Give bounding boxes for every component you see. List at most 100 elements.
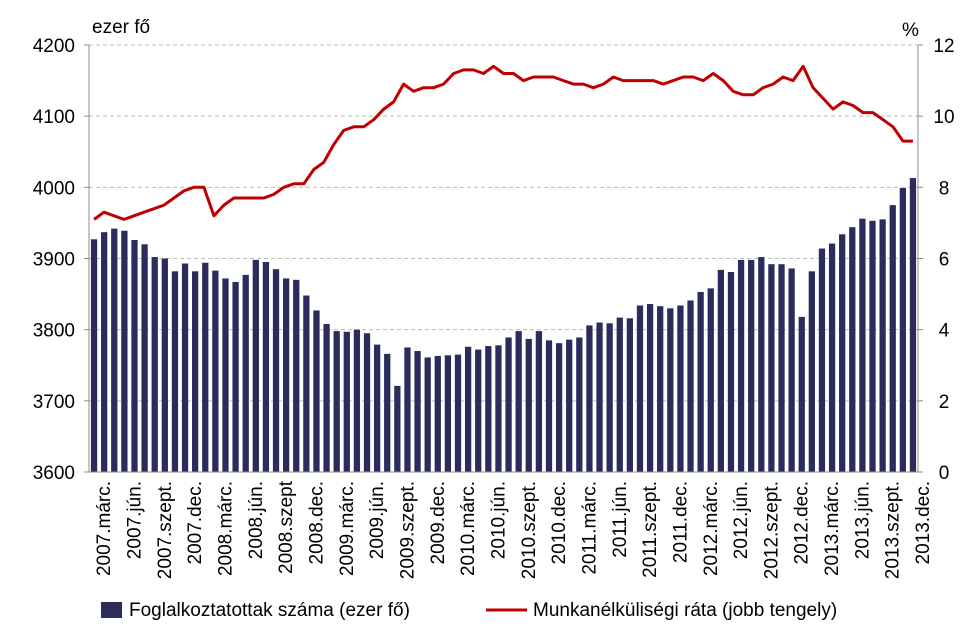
- bar: [495, 345, 502, 472]
- bar: [232, 281, 239, 472]
- x-tick-label: 2009.dec.: [428, 481, 449, 564]
- bar: [131, 239, 138, 472]
- bar: [212, 270, 219, 472]
- bar: [798, 316, 805, 472]
- employment-bars: [90, 178, 917, 473]
- legend: Foglalkoztatottak száma (ezer fő) Munkan…: [101, 600, 837, 621]
- legend-line-label: Munkanélküliségi ráta (jobb tengely): [533, 600, 837, 621]
- bar: [616, 317, 623, 472]
- axes: [84, 44, 923, 473]
- bar: [505, 337, 512, 472]
- bar: [252, 259, 259, 472]
- bar: [384, 353, 391, 472]
- y-left-tick-label: 3600: [33, 463, 75, 484]
- bar: [181, 263, 189, 472]
- bar: [667, 308, 674, 472]
- x-tick-label: 2011.jún.: [610, 481, 631, 558]
- bar: [788, 268, 795, 472]
- bar: [535, 331, 543, 472]
- bar: [768, 264, 775, 472]
- x-tick-label: 2009.jún.: [367, 481, 388, 559]
- bar: [373, 344, 381, 472]
- bar: [778, 264, 785, 472]
- y-left-tick-label: 4100: [33, 107, 75, 128]
- x-tick-label: 2010.jún.: [488, 481, 509, 559]
- bar: [748, 259, 755, 472]
- x-tick-label: 2007.szept.: [155, 481, 176, 579]
- bar: [839, 234, 846, 472]
- bar: [353, 329, 361, 472]
- bar: [242, 274, 249, 472]
- bar: [697, 291, 704, 472]
- bar: [101, 232, 108, 472]
- bar: [677, 305, 684, 472]
- bar: [434, 355, 441, 472]
- bar: [121, 230, 128, 472]
- y-right-tick-label: 10: [933, 107, 954, 128]
- bar: [646, 304, 654, 472]
- x-tick-label: 2011.dec.: [670, 481, 691, 563]
- bar: [414, 351, 421, 472]
- bar: [576, 337, 583, 472]
- bar: [525, 338, 532, 472]
- bar: [545, 340, 553, 472]
- x-tick-label: 2007.dec.: [185, 481, 206, 564]
- y-left-tick-label: 4000: [33, 178, 75, 199]
- bar: [111, 228, 118, 472]
- legend-bar-swatch: [101, 602, 122, 618]
- x-tick-label: 2012.szept.: [761, 481, 782, 579]
- bar: [626, 318, 634, 472]
- x-tick-label: 2012.jún.: [731, 481, 752, 559]
- bar: [222, 278, 229, 472]
- bar: [859, 218, 866, 472]
- bar: [404, 347, 411, 472]
- y-right-tick-label: 4: [939, 321, 950, 342]
- y-right-tick-label: 2: [939, 392, 950, 413]
- bar: [555, 343, 563, 472]
- bar: [566, 339, 573, 472]
- bar: [171, 271, 179, 472]
- bar: [707, 288, 714, 472]
- bar: [596, 322, 603, 472]
- bar: [272, 269, 280, 472]
- bar: [818, 248, 826, 472]
- x-tick-label: 2011.szept.: [640, 481, 661, 578]
- bar: [90, 239, 98, 472]
- bar: [394, 385, 401, 472]
- bar: [343, 331, 350, 472]
- x-tick-label: 2008.szept: [276, 480, 297, 574]
- x-tick-label: 2008.jún.: [246, 481, 267, 559]
- right-axis-unit: %: [902, 20, 919, 41]
- bar: [283, 278, 290, 472]
- bar: [737, 259, 745, 472]
- y-left-tick-label: 3900: [33, 250, 75, 271]
- bar: [303, 295, 310, 472]
- bar: [909, 178, 917, 472]
- x-tick-label: 2007.jún.: [125, 481, 146, 559]
- bar: [586, 325, 593, 472]
- y-left-tick-label: 3800: [33, 321, 75, 342]
- bar: [333, 331, 340, 472]
- x-tick-label: 2013.szept.: [883, 481, 904, 579]
- bar: [151, 257, 158, 472]
- bar: [808, 271, 815, 472]
- bar: [606, 323, 613, 472]
- bar: [889, 205, 896, 472]
- bar: [515, 331, 522, 472]
- x-tick-label: 2009.márc.: [337, 481, 358, 576]
- bar: [313, 310, 320, 472]
- bar: [363, 333, 371, 472]
- x-tick-label: 2008.dec.: [307, 481, 328, 564]
- bar: [828, 243, 836, 472]
- bar: [899, 188, 906, 473]
- bar: [758, 257, 765, 472]
- bar: [485, 346, 492, 472]
- bar: [141, 244, 148, 472]
- x-tick-label: 2013.jún.: [852, 481, 873, 559]
- bar: [293, 279, 300, 472]
- unemployment-line-group: [93, 64, 913, 221]
- bar: [424, 357, 431, 472]
- bar: [464, 346, 472, 472]
- bar: [727, 272, 735, 472]
- y-right-tick-label: 12: [933, 36, 954, 57]
